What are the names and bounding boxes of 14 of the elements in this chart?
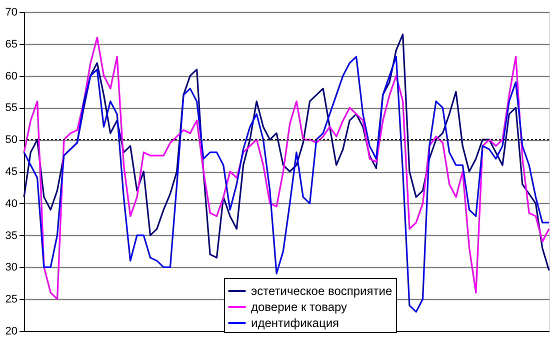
legend-label: идентификация (251, 316, 340, 330)
y-tick-label: 60 (5, 70, 18, 82)
y-tick-label: 20 (5, 326, 18, 338)
y-tick-label: 35 (5, 230, 18, 242)
y-tick-label: 70 (5, 6, 18, 18)
y-tick-label: 40 (5, 198, 18, 210)
y-tick-label: 55 (5, 102, 18, 114)
y-tick-label: 25 (5, 294, 18, 306)
legend-label: эстетическое восприятие (251, 284, 392, 298)
legend-label: доверие к товару (251, 300, 348, 314)
y-tick-label: 50 (5, 134, 18, 146)
y-tick-label: 45 (5, 166, 18, 178)
y-tick-label: 65 (5, 38, 18, 50)
y-tick-label: 30 (5, 262, 18, 274)
